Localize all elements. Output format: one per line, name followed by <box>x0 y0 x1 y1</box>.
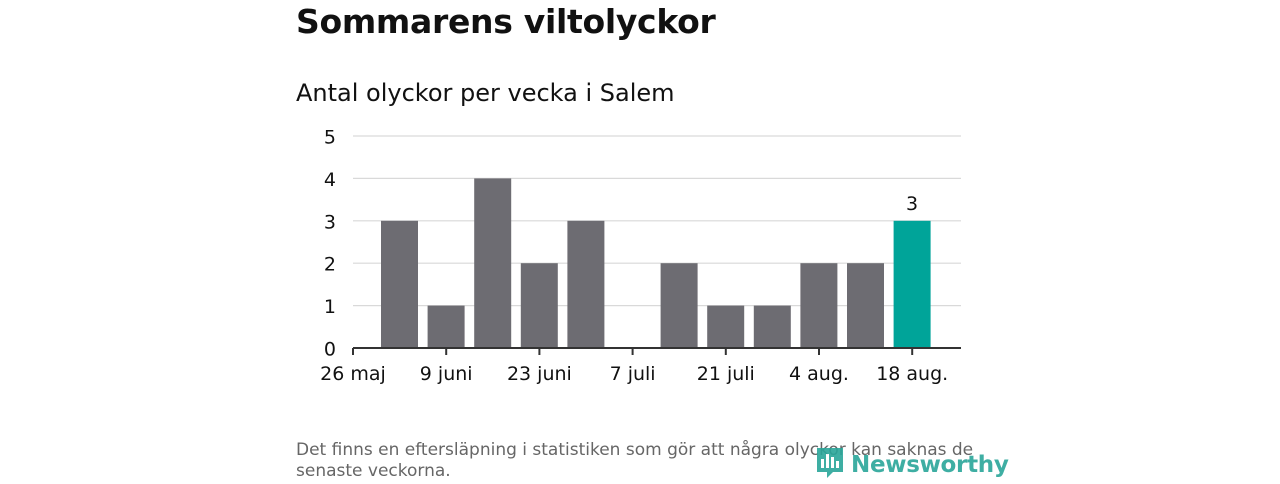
x-tick-label: 9 juni <box>420 363 473 385</box>
bar <box>567 220 605 348</box>
bar-chart: 0 1 2 3 4 5 26 maj 9 juni 23 juni 7 juli 21 juli 4… <box>320 127 961 385</box>
bar <box>427 305 465 348</box>
x-tick-label: 18 aug. <box>876 363 948 385</box>
bar <box>800 263 838 348</box>
x-tick-label: 26 maj <box>320 363 386 385</box>
bar <box>753 305 791 348</box>
y-tick-label: 2 <box>324 254 336 276</box>
y-tick-label: 4 <box>324 169 336 191</box>
x-tick-label: 7 juli <box>610 363 656 385</box>
bar <box>847 263 884 348</box>
y-tick-label: 1 <box>324 296 336 318</box>
y-tick-label: 0 <box>324 339 336 361</box>
footnote: Det finns en eftersläpning i statistiken… <box>296 440 974 481</box>
y-tick-label: 5 <box>324 127 336 149</box>
bar <box>474 178 512 348</box>
x-tick-label: 4 aug. <box>789 363 849 385</box>
bar-chart-logo-icon <box>815 446 845 484</box>
y-tick-label: 3 <box>324 211 336 233</box>
chart-title: Sommarens viltolyckor <box>296 2 716 41</box>
bar <box>520 263 558 348</box>
newsworthy-logo: Newsworthy <box>815 446 1009 484</box>
bar <box>707 305 745 348</box>
x-tick-label: 21 juli <box>697 363 755 385</box>
highlight-value-label: 3 <box>906 193 918 215</box>
x-tick-label: 23 juni <box>507 363 572 385</box>
bar <box>660 263 698 348</box>
bar <box>381 220 418 348</box>
brand-name: Newsworthy <box>851 452 1009 478</box>
chart-subtitle: Antal olyckor per vecka i Salem <box>296 79 675 107</box>
bar-highlight <box>893 220 931 348</box>
